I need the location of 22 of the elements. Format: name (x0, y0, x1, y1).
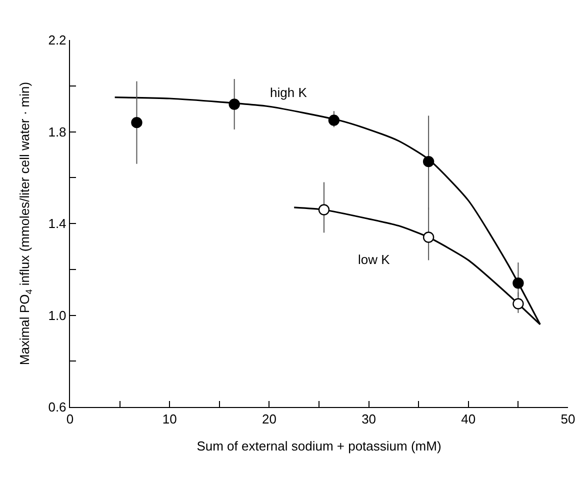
x-tick-label: 50 (560, 412, 576, 427)
y-tick-label: 1.8 (48, 124, 66, 140)
point (228, 98, 240, 110)
y-tick-label: 1.0 (48, 308, 66, 323)
x-tick-label: 0 (66, 412, 74, 427)
y-tick-label: 1.4 (48, 216, 66, 232)
point (512, 298, 524, 310)
text: low K (358, 252, 390, 267)
point (512, 278, 524, 289)
point (422, 156, 434, 168)
x-tick-label: 40 (461, 412, 476, 427)
point (318, 204, 330, 216)
x-tick-label: 10 (162, 412, 177, 427)
y-tick-label: 2.2 (48, 32, 66, 48)
point (131, 116, 142, 128)
point (422, 232, 434, 243)
x-tick-label: 20 (262, 412, 276, 427)
x-axis-title: Sum of external sodium + potassium (mM) (196, 438, 442, 454)
x-tick-label: 30 (362, 412, 376, 427)
y-tick-label: 0.6 (48, 400, 66, 415)
text: high K (270, 85, 308, 100)
point (328, 114, 340, 126)
